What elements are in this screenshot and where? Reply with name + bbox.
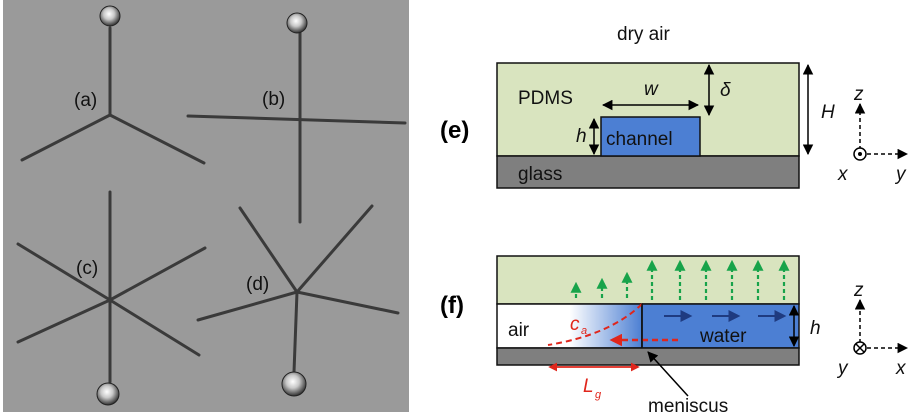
label-d: (d) <box>246 274 269 295</box>
axis-e-y: y <box>894 164 907 185</box>
dry-air-label: dry air <box>617 24 670 45</box>
photo-panel: (a) (b) (c) (d) <box>3 0 409 412</box>
channel-network-d <box>196 204 400 374</box>
total-height-symbol: H <box>821 102 835 123</box>
panel-e-label: (e) <box>440 117 469 144</box>
water-droplet-a <box>99 5 121 27</box>
channel-height-symbol-f: h <box>810 318 821 339</box>
axes-f: z y x <box>836 280 909 379</box>
axis-e-z: z <box>853 84 864 105</box>
panel-f: (f) air water c a <box>440 255 909 417</box>
water-droplet-d <box>281 371 307 397</box>
channel-network-a <box>20 26 206 165</box>
pdms-layer-f <box>496 255 800 305</box>
water-droplet-c <box>96 382 120 406</box>
channel-cross-section <box>600 116 701 157</box>
evaporation-flux-arrows <box>570 259 790 300</box>
meniscus-label: meniscus <box>648 396 728 412</box>
water-droplet-b <box>286 12 308 34</box>
axes-e: z x y <box>837 84 909 185</box>
axis-f-z: z <box>853 280 864 301</box>
glass-substrate-f <box>496 347 800 366</box>
channel-network-b <box>186 30 407 224</box>
label-a: (a) <box>74 90 97 111</box>
width-symbol: w <box>644 79 659 100</box>
air-label: air <box>508 320 530 341</box>
channel-height-symbol: h <box>576 126 587 147</box>
water-label: water <box>699 326 747 347</box>
svg-text:a: a <box>581 325 587 337</box>
svg-text:g: g <box>595 389 602 401</box>
ca-symbol: c a <box>570 314 587 337</box>
axis-f-y: y <box>836 358 849 379</box>
pdms-label: PDMS <box>518 88 573 109</box>
label-b: (b) <box>262 89 285 110</box>
panel-f-label: (f) <box>440 292 464 319</box>
axis-f-x: x <box>895 358 907 379</box>
channel-label: channel <box>606 129 673 150</box>
glass-label: glass <box>518 164 562 185</box>
photo-background <box>3 0 409 412</box>
axis-e-x: x <box>837 164 849 185</box>
lg-symbol: L g <box>583 376 602 401</box>
label-c: (c) <box>76 258 98 279</box>
meniscus-pointer <box>647 351 689 397</box>
concentration-profile-curve <box>547 303 643 346</box>
panel-e: (e) dry air PDMS channel glass w h δ H z… <box>440 24 909 189</box>
svg-text:c: c <box>570 314 580 335</box>
channel-network-c <box>16 190 207 384</box>
delta-symbol: δ <box>720 80 731 101</box>
svg-text:L: L <box>583 376 594 397</box>
